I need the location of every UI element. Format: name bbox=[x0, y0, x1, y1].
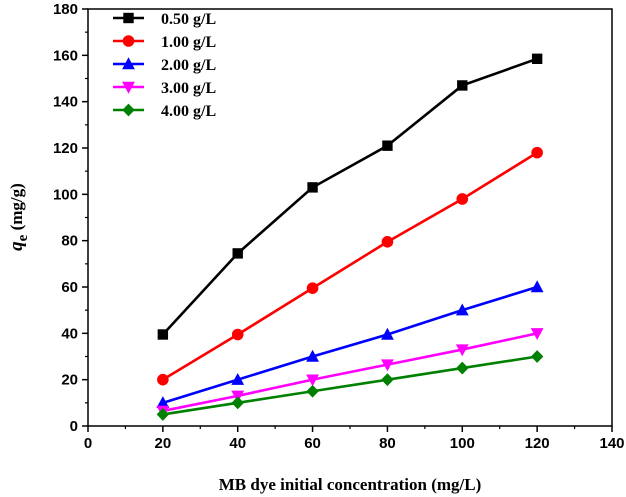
x-tick-label: 100 bbox=[450, 435, 475, 452]
y-tick-label: 180 bbox=[53, 1, 78, 18]
data-point bbox=[381, 236, 394, 248]
y-tick-label: 120 bbox=[53, 140, 78, 157]
data-point bbox=[382, 140, 393, 151]
data-point bbox=[232, 248, 243, 259]
x-axis-title: MB dye initial concentration (mg/L) bbox=[219, 475, 482, 494]
data-point bbox=[156, 408, 170, 421]
series-line bbox=[162, 151, 538, 381]
series-3-00-g-l bbox=[156, 328, 544, 418]
legend-item: 3.00 g/L bbox=[113, 80, 216, 97]
data-point bbox=[306, 349, 319, 362]
y-tick-label: 160 bbox=[53, 47, 78, 64]
series-2-00-g-l bbox=[156, 280, 544, 409]
data-point bbox=[531, 146, 543, 159]
data-point bbox=[157, 329, 169, 340]
data-point bbox=[530, 350, 544, 363]
data-point bbox=[231, 328, 244, 341]
data-point bbox=[456, 193, 469, 205]
y-tick-label: 40 bbox=[61, 325, 78, 342]
x-tick-label: 140 bbox=[599, 435, 624, 452]
series-4-00-g-l bbox=[156, 350, 544, 421]
y-tick-label: 100 bbox=[53, 186, 78, 203]
legend-item: 4.00 g/L bbox=[113, 103, 216, 120]
data-point bbox=[381, 327, 394, 340]
legend-label: 3.00 g/L bbox=[161, 80, 216, 97]
data-point bbox=[455, 303, 469, 316]
legend-item: 0.50 g/L bbox=[113, 11, 216, 28]
legend-marker bbox=[123, 12, 134, 24]
legend-marker bbox=[122, 103, 135, 117]
data-point bbox=[156, 396, 170, 409]
x-tick-label: 80 bbox=[379, 435, 396, 452]
data-point bbox=[306, 384, 319, 398]
data-point bbox=[231, 372, 245, 385]
series-1-00-g-l bbox=[157, 146, 543, 386]
y-tick-label: 140 bbox=[53, 94, 78, 111]
legend-label: 2.00 g/L bbox=[161, 57, 216, 74]
data-point bbox=[306, 282, 319, 294]
series-line bbox=[162, 355, 538, 416]
data-point bbox=[456, 361, 469, 375]
legend-label: 4.00 g/L bbox=[161, 103, 216, 120]
data-point bbox=[306, 374, 319, 387]
legend-marker bbox=[122, 57, 135, 70]
legend-marker bbox=[122, 35, 135, 47]
data-point bbox=[530, 280, 544, 293]
data-point bbox=[157, 373, 169, 386]
y-axis-title-subscript: e bbox=[15, 234, 31, 241]
x-tick-label: 120 bbox=[525, 435, 550, 452]
y-axis-title-symbol: q bbox=[6, 241, 27, 251]
legend-item: 1.00 g/L bbox=[113, 34, 216, 51]
series-line bbox=[162, 285, 538, 405]
x-tick-label: 40 bbox=[229, 435, 246, 452]
data-point bbox=[457, 80, 468, 91]
series-line bbox=[162, 332, 538, 413]
y-tick-label: 60 bbox=[61, 279, 78, 296]
data-point bbox=[530, 328, 544, 341]
y-tick-label: 20 bbox=[61, 372, 78, 389]
legend: 0.50 g/L 1.00 g/L 2.00 g/L 3.00 g/L 4.00 g/L bbox=[113, 11, 216, 120]
legend-label: 0.50 g/L bbox=[161, 11, 216, 28]
y-axis-title-unit: (mg/g) bbox=[7, 183, 26, 234]
series-line bbox=[161, 57, 538, 336]
series-0-50-g-l bbox=[157, 53, 543, 340]
y-axis-title: qe (mg/g) bbox=[6, 183, 31, 251]
data-point bbox=[381, 359, 394, 372]
x-tick-label: 0 bbox=[84, 435, 92, 452]
legend-item: 2.00 g/L bbox=[113, 57, 216, 74]
x-tick-label: 20 bbox=[155, 435, 172, 452]
y-tick-label: 80 bbox=[61, 233, 78, 250]
data-point bbox=[307, 182, 318, 193]
data-point bbox=[531, 53, 543, 65]
y-tick-label: 0 bbox=[70, 418, 78, 435]
data-point bbox=[381, 373, 394, 387]
data-point bbox=[455, 344, 469, 357]
x-tick-label: 60 bbox=[304, 435, 321, 452]
legend-label: 1.00 g/L bbox=[161, 34, 216, 51]
data-point bbox=[231, 396, 244, 410]
legend-marker bbox=[122, 81, 135, 94]
